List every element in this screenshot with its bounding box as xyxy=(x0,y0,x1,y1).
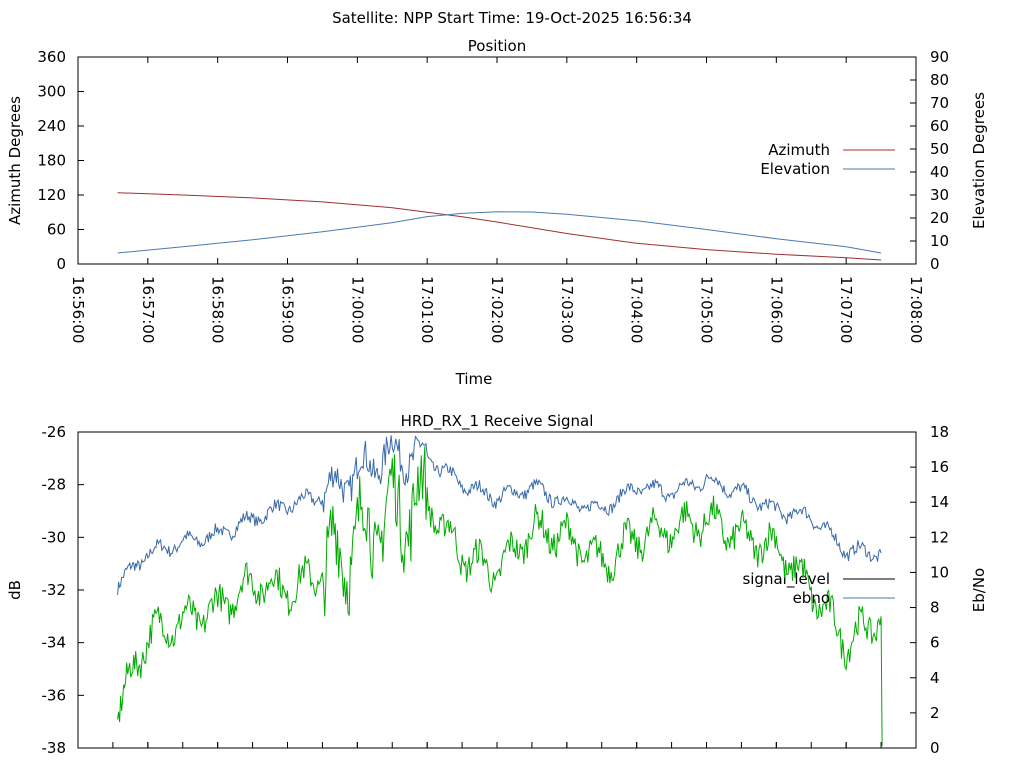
chart-title: Position xyxy=(468,37,526,55)
page-header: Satellite: NPP Start Time: 19-Oct-2025 1… xyxy=(332,9,692,27)
x-tick-label: 16:57:00 xyxy=(139,276,157,343)
x-tick-label: 17:00:00 xyxy=(348,276,366,343)
y-axis-label: Azimuth Degrees xyxy=(6,96,24,225)
y2-tick-label: 10 xyxy=(930,563,949,581)
x-tick-label: 17:06:00 xyxy=(767,276,785,343)
x-tick-label: 17:02:00 xyxy=(488,276,506,343)
y2-tick-label: 60 xyxy=(930,117,949,135)
y2-tick-label: 80 xyxy=(930,71,949,89)
y-tick-label: 120 xyxy=(37,186,66,204)
y-tick-label: 300 xyxy=(37,83,66,101)
y-tick-label: 240 xyxy=(37,117,66,135)
y-tick-label: -28 xyxy=(42,476,67,494)
y-axis-label: dB xyxy=(6,580,24,600)
y2-tick-label: 18 xyxy=(930,423,949,441)
y2-tick-label: 6 xyxy=(930,634,940,652)
chart-1: Position 0 60 120 180 240 300 360 0 10 20 30 40 50 60 7… xyxy=(6,37,988,388)
series-line-Azimuth xyxy=(117,192,882,261)
x-tick-label: 17:08:00 xyxy=(907,276,925,343)
x-tick-label: 16:56:00 xyxy=(69,276,87,343)
x-tick-label: 16:58:00 xyxy=(209,276,227,343)
y-tick-label: -30 xyxy=(42,528,67,546)
y2-tick-label: 0 xyxy=(930,739,940,757)
y-tick-label: 360 xyxy=(37,48,66,66)
y2-tick-label: 30 xyxy=(930,186,949,204)
legend-label: Elevation xyxy=(760,160,830,178)
y2-tick-label: 50 xyxy=(930,140,949,158)
x-tick-label: 17:03:00 xyxy=(558,276,576,343)
y2-tick-label: 2 xyxy=(930,704,940,722)
series-line-signal_level xyxy=(117,435,882,595)
y-tick-label: -34 xyxy=(42,634,67,652)
y2-tick-label: 40 xyxy=(930,163,949,181)
series-line-ebno xyxy=(117,446,883,747)
y-tick-label: -36 xyxy=(42,686,67,704)
x-tick-label: 16:59:00 xyxy=(279,276,297,343)
y2-tick-label: 0 xyxy=(930,255,940,273)
x-axis-label: Time xyxy=(455,370,493,388)
y-tick-label: 60 xyxy=(47,221,66,239)
y-tick-label: -32 xyxy=(42,581,67,599)
plot-frame xyxy=(77,431,917,749)
x-tick-label: 17:04:00 xyxy=(628,276,646,343)
series-line-Elevation xyxy=(117,211,882,254)
y2-tick-label: 14 xyxy=(930,493,949,511)
x-tick-label: 17:05:00 xyxy=(698,276,716,343)
y2-axis-label: Eb/No xyxy=(970,568,988,612)
y2-tick-label: 8 xyxy=(930,599,940,617)
y2-tick-label: 20 xyxy=(930,209,949,227)
y-tick-label: -38 xyxy=(42,739,67,757)
y2-tick-label: 70 xyxy=(930,94,949,112)
y2-axis-label: Elevation Degrees xyxy=(970,92,988,229)
y2-tick-label: 16 xyxy=(930,458,949,476)
y-tick-label: 0 xyxy=(56,255,66,273)
chart-title: HRD_RX_1 Receive Signal xyxy=(401,412,594,431)
legend-label: Azimuth xyxy=(768,141,830,159)
legend-label: ebno xyxy=(793,589,830,607)
y-tick-label: -26 xyxy=(42,423,67,441)
y2-tick-label: 4 xyxy=(930,669,940,687)
x-tick-label: 17:07:00 xyxy=(837,276,855,343)
y2-tick-label: 10 xyxy=(930,232,949,250)
y2-tick-label: 12 xyxy=(930,528,949,546)
x-tick-label: 17:01:00 xyxy=(418,276,436,343)
chart-2: HRD_RX_1 Receive Signal -38 -36 -34 -32 -30 -2… xyxy=(6,412,988,757)
y2-tick-label: 90 xyxy=(930,48,949,66)
y-tick-label: 180 xyxy=(37,152,66,170)
